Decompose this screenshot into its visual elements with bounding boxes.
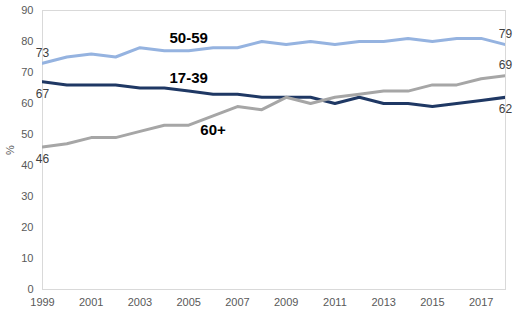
svg-text:50: 50: [21, 128, 33, 140]
svg-text:2011: 2011: [323, 296, 347, 308]
svg-text:17-39: 17-39: [170, 69, 208, 86]
svg-text:2003: 2003: [128, 296, 152, 308]
svg-text:2005: 2005: [176, 296, 200, 308]
svg-text:70: 70: [21, 66, 33, 78]
svg-text:2009: 2009: [274, 296, 298, 308]
svg-text:2017: 2017: [469, 296, 493, 308]
svg-text:62: 62: [499, 102, 513, 116]
svg-text:46: 46: [36, 152, 50, 166]
svg-text:80: 80: [21, 35, 33, 47]
svg-text:73: 73: [36, 46, 50, 60]
svg-text:2001: 2001: [79, 296, 103, 308]
svg-text:40: 40: [21, 159, 33, 171]
svg-text:2015: 2015: [420, 296, 444, 308]
svg-text:%: %: [4, 145, 16, 155]
svg-text:20: 20: [21, 221, 33, 233]
svg-text:60: 60: [21, 97, 33, 109]
svg-text:0: 0: [27, 283, 33, 295]
svg-text:10: 10: [21, 252, 33, 264]
svg-text:30: 30: [21, 190, 33, 202]
svg-text:90: 90: [21, 4, 33, 16]
svg-text:50-59: 50-59: [170, 29, 208, 46]
svg-text:2013: 2013: [371, 296, 395, 308]
svg-text:60+: 60+: [200, 121, 226, 138]
svg-text:1999: 1999: [30, 296, 54, 308]
svg-text:67: 67: [36, 87, 50, 101]
svg-text:79: 79: [499, 27, 513, 41]
svg-text:2007: 2007: [225, 296, 249, 308]
svg-text:69: 69: [499, 58, 513, 72]
